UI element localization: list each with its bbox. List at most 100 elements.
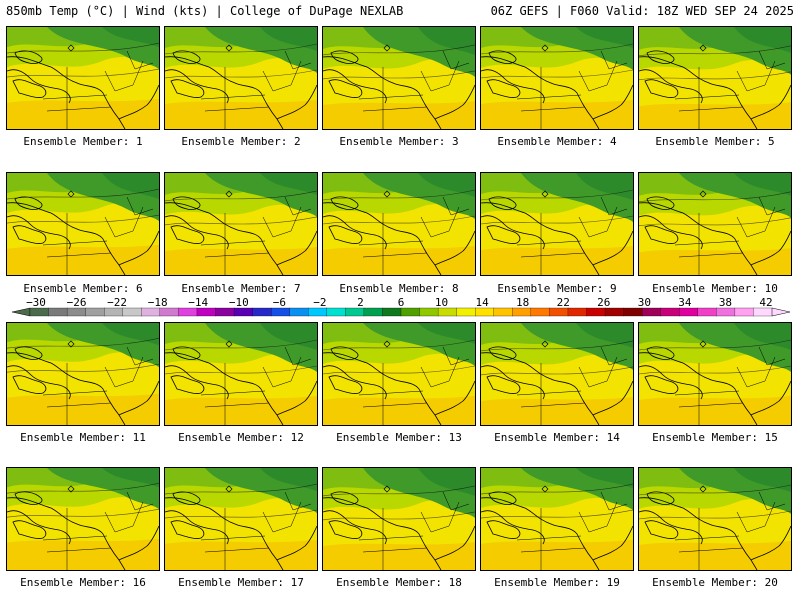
colorbar-swatch xyxy=(512,307,532,317)
colorbar-swatch xyxy=(29,307,50,317)
ensemble-member-map xyxy=(6,26,160,130)
colorbar-swatch xyxy=(289,307,309,317)
colorbar-tick-label: −6 xyxy=(273,296,286,309)
colorbar-tick-label: 10 xyxy=(435,296,448,309)
colorbar-tick-label: 26 xyxy=(597,296,610,309)
ensemble-member-label: Ensemble Member: 3 xyxy=(339,135,459,148)
ensemble-member-label: Ensemble Member: 18 xyxy=(336,576,462,589)
colorbar-swatch xyxy=(270,307,291,317)
colorbar-swatch xyxy=(48,307,68,317)
colorbar-swatch xyxy=(604,307,625,317)
ensemble-member-label: Ensemble Member: 11 xyxy=(20,431,146,444)
colorbar-tick-label: 34 xyxy=(678,296,692,309)
colorbar-swatch xyxy=(233,307,254,317)
colorbar-swatch xyxy=(122,307,142,317)
ensemble-member-map xyxy=(322,467,476,571)
ensemble-member-map xyxy=(480,172,634,276)
colorbar-swatch xyxy=(493,307,513,317)
ensemble-member-label: Ensemble Member: 10 xyxy=(652,282,778,295)
colorbar-tick-label: −22 xyxy=(107,296,127,309)
colorbar-tick-label: 42 xyxy=(759,296,772,309)
ensemble-member-map xyxy=(638,322,792,426)
ensemble-member-label: Ensemble Member: 20 xyxy=(652,576,778,589)
ensemble-member-map xyxy=(638,26,792,130)
colorbar-tick-label: −18 xyxy=(148,296,168,309)
colorbar-swatch xyxy=(586,307,606,317)
colorbar-tick-label: 2 xyxy=(357,296,364,309)
ensemble-member-map xyxy=(164,467,318,571)
colorbar-tick-label: 18 xyxy=(516,296,529,309)
colorbar-swatch xyxy=(178,307,198,317)
colorbar-swatch xyxy=(734,307,755,317)
colorbar-swatch xyxy=(66,307,87,317)
ensemble-member-label: Ensemble Member: 12 xyxy=(178,431,304,444)
colorbar-swatch xyxy=(252,307,272,317)
ensemble-member-map xyxy=(164,322,318,426)
ensemble-member-map xyxy=(322,322,476,426)
colorbar-swatch xyxy=(308,307,328,317)
colorbar-tick-label: 14 xyxy=(475,296,489,309)
colorbar-tick-label: −30 xyxy=(26,296,46,309)
colorbar-swatch xyxy=(419,307,439,317)
colorbar-swatch xyxy=(382,307,402,317)
ensemble-member-label: Ensemble Member: 2 xyxy=(181,135,301,148)
ensemble-member-map xyxy=(6,172,160,276)
ensemble-member-label: Ensemble Member: 1 xyxy=(23,135,143,148)
ensemble-member-map xyxy=(164,26,318,130)
colorbar-swatch xyxy=(400,307,421,317)
ensemble-member-label: Ensemble Member: 4 xyxy=(497,135,617,148)
colorbar-swatch xyxy=(716,307,736,317)
colorbar-swatch xyxy=(437,307,458,317)
ensemble-member-map xyxy=(638,467,792,571)
ensemble-member-label: Ensemble Member: 19 xyxy=(494,576,620,589)
colorbar-swatch xyxy=(549,307,569,317)
ensemble-member-label: Ensemble Member: 8 xyxy=(339,282,459,295)
colorbar-swatch xyxy=(530,307,550,317)
ensemble-member-label: Ensemble Member: 17 xyxy=(178,576,304,589)
colorbar-swatch xyxy=(642,307,662,317)
ensemble-member-map xyxy=(6,322,160,426)
ensemble-member-map xyxy=(322,26,476,130)
colorbar-tick-label: 22 xyxy=(557,296,570,309)
colorbar-swatch xyxy=(85,307,105,317)
colorbar-tick-label: −14 xyxy=(188,296,208,309)
colorbar-swatch xyxy=(567,307,588,317)
colorbar-swatch xyxy=(141,307,161,317)
colorbar-tick-label: 38 xyxy=(719,296,732,309)
ensemble-member-map xyxy=(638,172,792,276)
ensemble-member-label: Ensemble Member: 5 xyxy=(655,135,775,148)
colorbar-swatch xyxy=(363,307,383,317)
ensemble-member-label: Ensemble Member: 7 xyxy=(181,282,301,295)
ensemble-member-map xyxy=(480,467,634,571)
ensemble-member-label: Ensemble Member: 9 xyxy=(497,282,617,295)
ensemble-member-map xyxy=(164,172,318,276)
ensemble-member-label: Ensemble Member: 6 xyxy=(23,282,143,295)
ensemble-member-label: Ensemble Member: 15 xyxy=(652,431,778,444)
colorbar-swatch xyxy=(753,307,773,317)
colorbar-low-arrow xyxy=(11,307,31,317)
colorbar-swatch xyxy=(196,307,217,317)
product-title: 850mb Temp (°C) | Wind (kts) | College o… xyxy=(6,4,404,18)
colorbar-tick-label: 6 xyxy=(398,296,405,309)
temperature-colorbar: −30 −26 −22 −18 −14 −10 −6 −2 2 6 10 14 18 22 26 30 34 38… xyxy=(11,296,791,317)
ensemble-member-map xyxy=(322,172,476,276)
ensemble-member-label: Ensemble Member: 14 xyxy=(494,431,620,444)
ensemble-member-map xyxy=(480,322,634,426)
colorbar-swatch xyxy=(679,307,699,317)
colorbar-swatch xyxy=(345,307,365,317)
colorbar-swatch xyxy=(159,307,179,317)
model-valid-time: 06Z GEFS | F060 Valid: 18Z WED SEP 24 20… xyxy=(490,4,794,18)
colorbar-swatch xyxy=(456,307,476,317)
colorbar-tick-label: −10 xyxy=(229,296,249,309)
colorbar-swatch xyxy=(326,307,346,317)
colorbar-swatch xyxy=(697,307,717,317)
colorbar-swatch xyxy=(104,307,124,317)
colorbar-tick-label: −2 xyxy=(313,296,326,309)
colorbar-swatch xyxy=(215,307,235,317)
colorbar-swatch xyxy=(660,307,680,317)
colorbar-tick-label: 30 xyxy=(638,296,651,309)
ensemble-member-map xyxy=(6,467,160,571)
colorbar-swatch xyxy=(475,307,495,317)
colorbar-tick-label: −26 xyxy=(67,296,87,309)
colorbar-high-arrow xyxy=(771,307,791,317)
